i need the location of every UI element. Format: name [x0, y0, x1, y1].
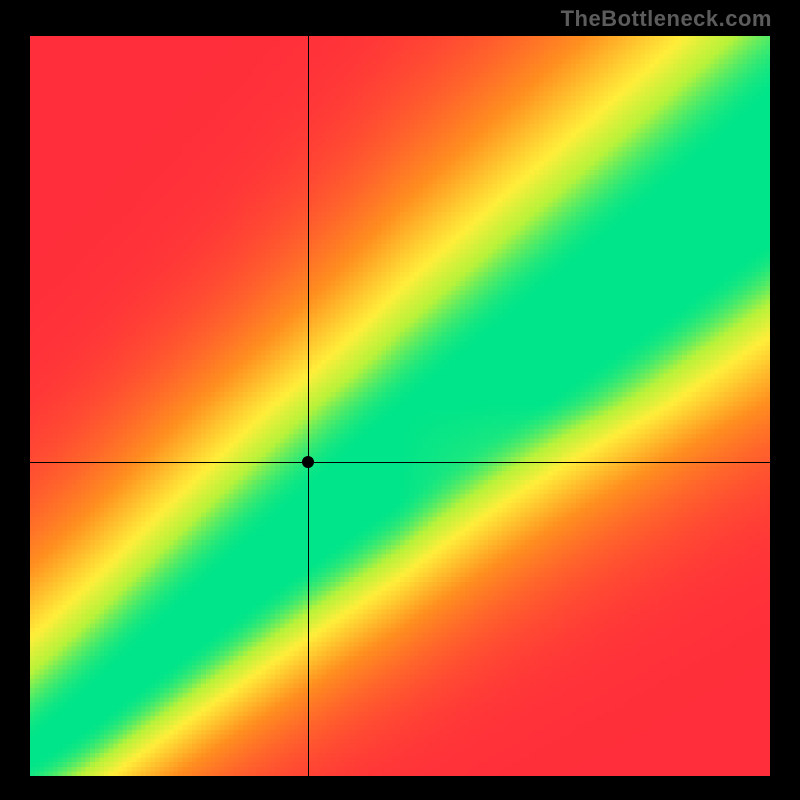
selection-marker — [302, 456, 314, 468]
crosshair-horizontal — [30, 462, 770, 463]
plot-frame — [30, 36, 770, 776]
chart-container: TheBottleneck.com — [0, 0, 800, 800]
crosshair-vertical — [308, 36, 309, 776]
watermark-text: TheBottleneck.com — [561, 6, 772, 32]
bottleneck-heatmap — [30, 36, 770, 776]
